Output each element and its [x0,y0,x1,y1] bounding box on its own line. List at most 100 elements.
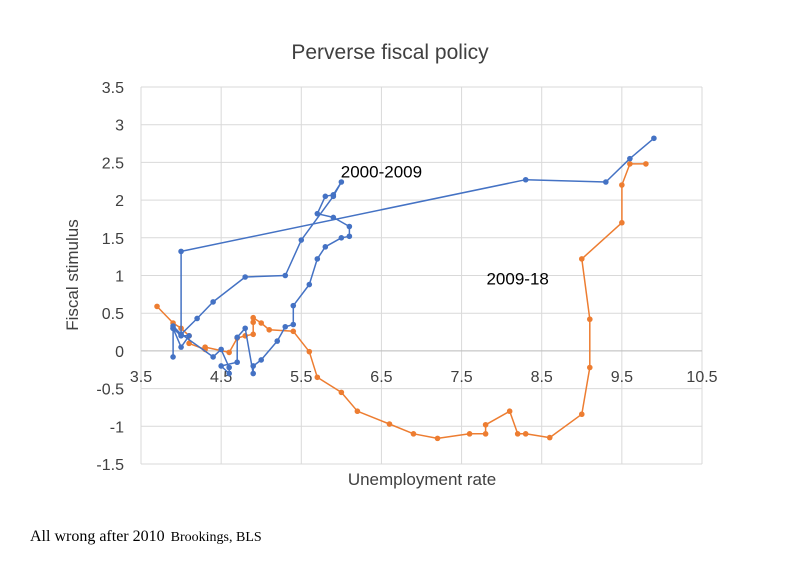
data-point [250,370,256,377]
data-point [330,193,337,200]
x-tick-label: 7.5 [450,369,472,386]
data-point [266,326,273,333]
data-point [242,274,248,280]
data-point [250,319,256,326]
data-point [314,210,321,217]
y-tick-label: 3.5 [102,80,124,97]
data-point [322,193,329,200]
data-point [290,321,297,328]
data-point [194,315,200,322]
series [154,135,657,442]
y-tick-label: -1.5 [96,457,124,474]
series-line [172,137,655,375]
data-point [651,135,657,142]
data-point [290,302,297,309]
x-axis-title: Unemployment rate [348,470,496,489]
data-point [226,364,232,371]
y-tick-label: 2 [115,193,124,210]
data-point [202,344,208,350]
annotations: 2000-2009 2009-18 [341,162,549,288]
data-point [258,357,265,363]
data-point [242,325,248,332]
data-point [578,256,585,262]
data-point [306,348,313,355]
data-point [578,411,585,418]
data-point [338,235,345,241]
data-point [314,374,321,381]
x-tick-label: 9.5 [611,369,633,386]
y-tick-label: 1.5 [102,231,124,248]
series-annotation: 2000-2009 [341,162,422,181]
data-point [386,421,393,427]
data-point [226,349,232,356]
data-point [482,431,489,437]
y-tick-label: 3 [115,118,124,135]
series-line [156,163,646,440]
y-tick-label: 0 [115,344,124,361]
data-point [218,363,224,369]
gridlines [140,86,703,465]
data-point [338,179,345,185]
data-point [170,354,176,360]
series-annotation: 2009-18 [486,270,548,289]
y-tick-label: -0.5 [96,382,124,399]
data-point [218,346,224,353]
data-point [522,176,529,183]
data-point [306,281,313,288]
x-tick-labels: 3.5 4.5 5.5 6.5 7.5 8.5 9.5 10.5 [130,369,718,386]
data-point [354,408,361,415]
data-point [210,299,216,305]
data-point [250,331,256,338]
chart: Perverse fiscal policy 3.5 4.5 5.5 6.5 7.5 8.… [63,41,718,489]
data-point [282,272,289,279]
data-point [338,389,345,396]
data-point [322,244,329,250]
y-tick-label: 2.5 [102,155,124,172]
data-point [250,363,256,369]
data-point [482,421,489,428]
data-point [546,434,553,441]
x-tick-label: 8.5 [531,369,553,386]
data-point [154,303,160,310]
caption-text: All wrong after 2010 [30,528,165,545]
data-point [186,333,192,339]
y-tick-label: 1 [115,269,124,286]
data-point [210,354,216,360]
x-tick-label: 10.5 [686,369,717,386]
data-point [234,359,240,366]
data-point [619,219,625,226]
data-point [506,408,513,415]
chart-title: Perverse fiscal policy [291,41,489,64]
data-point [178,344,184,350]
y-tick-label: -1 [110,419,124,436]
data-point [643,161,649,167]
data-point [258,320,265,326]
data-point [282,323,289,330]
y-tick-labels: 3.5 3 2.5 2 1.5 1 0.5 0 -0.5 -1 -1.5 [96,80,124,474]
data-point [298,237,305,243]
data-point [330,214,337,221]
data-point [170,323,176,329]
data-point [186,340,192,347]
data-point [627,155,633,162]
caption-source: Brookings, BLS [170,530,262,545]
data-point [587,364,593,371]
x-tick-label: 6.5 [370,369,392,386]
data-point [603,179,609,185]
data-point [514,431,521,437]
data-point [234,334,240,341]
data-point [627,161,633,167]
x-tick-label: 5.5 [290,369,312,386]
data-point [274,338,281,344]
data-point [226,370,232,377]
data-point [314,256,321,262]
data-point [410,431,417,437]
data-point [587,316,593,323]
caption: All wrong after 2010 Brookings, BLS [30,528,262,546]
data-point [250,314,256,321]
data-point [466,431,473,437]
data-point [619,182,625,188]
y-tick-label: 0.5 [102,306,124,323]
data-point [178,331,184,338]
data-point [434,435,441,442]
